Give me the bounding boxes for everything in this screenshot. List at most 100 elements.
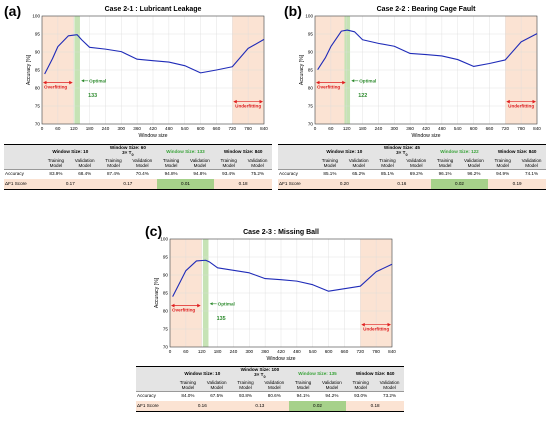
window-size-label: Window Size: 133 — [166, 148, 205, 154]
arrow-head-left — [43, 80, 47, 85]
model-column-label: Training Model — [488, 158, 518, 170]
accuracy-cell: 96.1% — [438, 171, 452, 177]
x-axis-label: Window size — [411, 133, 440, 139]
accuracy-cell: 93.8% — [238, 393, 253, 399]
y-tick-label: 70 — [308, 122, 314, 127]
accuracy-cell: 70.4% — [135, 171, 149, 177]
x-tick-label: 300 — [390, 126, 398, 131]
accuracy-row-label: Accuracy — [137, 393, 156, 399]
y-tick-label: 100 — [305, 14, 313, 19]
optimal-value: 122 — [358, 93, 367, 99]
accuracy-cell: 87.4% — [106, 171, 121, 177]
accuracy-cell: 67.5% — [210, 393, 224, 399]
f1-score-cell: 0.18 — [346, 400, 404, 412]
x-tick-label: 60 — [55, 126, 61, 131]
y-tick-label: 90 — [163, 273, 169, 278]
y-tick-label: 80 — [308, 86, 314, 91]
y-tick-label: 90 — [35, 50, 41, 55]
y-tick-label: 85 — [308, 68, 314, 73]
optimal-label: Optimal — [218, 301, 235, 306]
x-tick-label: 240 — [375, 126, 383, 131]
window-size-header: Window Size: 133 — [156, 144, 215, 158]
x-tick-label: 660 — [213, 126, 221, 131]
f1-score-row-label: ΔF1 Score — [136, 400, 174, 412]
window-size-label: Window Size: 45 — [383, 145, 420, 151]
x-tick-label: 540 — [309, 349, 317, 354]
x-axis-label: Window size — [266, 356, 295, 362]
f1-score-cell: 0.17 — [41, 178, 100, 190]
accuracy-cell: 73.2% — [383, 393, 397, 399]
subheader-row: Training Model Validation Model Training M… — [278, 158, 546, 170]
model-column-label: Training Model — [430, 158, 460, 170]
arrow-head-right — [387, 322, 391, 327]
y-tick-label: 95 — [163, 255, 169, 260]
optimal-label: Optimal — [359, 78, 376, 83]
optimal-label: Optimal — [89, 78, 106, 83]
model-column-label: Training Model — [373, 158, 402, 170]
arrow-head-right — [342, 80, 346, 85]
window-size-label: Window Size: 60 — [109, 145, 146, 151]
f1-score-cell: 0.16 — [173, 400, 232, 412]
accuracy-cell: 94.8% — [193, 171, 207, 177]
model-column-label: Validation Model — [185, 158, 215, 170]
window-size-label: Window Size: 840 — [223, 148, 263, 154]
header-blank-cell — [278, 144, 316, 158]
chart-a: Case 2-1 : Lubricant Leakage 0 60 120 180 240… — [26, 6, 268, 139]
panel-letter-a: (a) — [4, 3, 22, 19]
accuracy-cell: 93.0% — [354, 393, 368, 399]
window-size-label: Window Size: 100 — [240, 367, 280, 373]
arrow-head-left — [233, 99, 237, 104]
period-subscript: 0 — [405, 153, 408, 158]
model-column-label: Validation Model — [259, 380, 289, 392]
window-size-header: Window Size: 100 3× T0 — [231, 366, 289, 380]
model-column-label: Training Model — [288, 380, 318, 392]
window-size-label: Window Size: 135 — [298, 370, 337, 376]
model-column-label: Training Model — [156, 158, 186, 170]
y-tick-label: 70 — [35, 122, 41, 127]
model-column-label: Training Model — [231, 380, 260, 392]
model-column-label: Validation Model — [317, 380, 347, 392]
model-column-label: Validation Model — [70, 158, 100, 170]
chart-c: Case 2-3 : Missing Ball 0 60 120 180 240 300 36… — [154, 229, 396, 362]
subheader-blank-cell — [136, 380, 174, 392]
period-subscript: 0 — [263, 375, 266, 380]
y-tick-label: 80 — [163, 309, 169, 314]
x-tick-label: 420 — [422, 126, 430, 131]
accuracy-line — [44, 34, 265, 75]
period-multiple-label: 3× T — [396, 150, 406, 156]
f1-score-cell: 0.16 — [373, 178, 431, 190]
period-multiple-label: 3× T — [254, 372, 264, 378]
x-tick-label: 780 — [517, 126, 525, 131]
accuracy-row-label: Accuracy — [5, 171, 24, 177]
x-tick-label: 480 — [293, 349, 301, 354]
accuracy-cell: 74.1% — [525, 171, 539, 177]
underfitting-label: Underfitting — [235, 104, 261, 109]
panel-letter-b: (b) — [284, 3, 302, 19]
accuracy-cell: 94.1% — [296, 393, 310, 399]
plot-frame — [169, 238, 393, 348]
header-row: Window Size: 10 Window Size: 100 3× T0 Wind… — [136, 366, 404, 380]
x-tick-label: 420 — [277, 349, 285, 354]
header-row: Window Size: 10 Window Size: 45 3× T0 Windo… — [278, 144, 546, 158]
x-tick-label: 780 — [372, 349, 380, 354]
window-size-header: Window Size: 840 — [346, 366, 404, 380]
x-tick-label: 240 — [230, 349, 238, 354]
subheader-row: Training Model Validation Model Training M… — [4, 158, 272, 170]
x-tick-label: 300 — [117, 126, 125, 131]
f1-score-row: ΔF1 Score 0.20 0.16 0.02 0.19 — [278, 178, 546, 190]
x-tick-label: 0 — [41, 126, 44, 131]
model-column-label: Validation Model — [127, 158, 157, 170]
chart-title: Case 2-3 : Missing Ball — [243, 229, 319, 236]
window-size-header: Window Size: 135 — [288, 366, 347, 380]
x-tick-label: 600 — [470, 126, 478, 131]
y-tick-label: 95 — [308, 32, 314, 37]
accuracy-cell: 93.4% — [222, 171, 236, 177]
y-axis-label: Accuracy [%] — [154, 277, 160, 308]
window-size-header: Window Size: 10 — [41, 144, 100, 158]
accuracy-cell: 94.2% — [325, 393, 339, 399]
results-table-c: Window Size: 10 Window Size: 100 3× T0 Wind… — [136, 366, 404, 412]
accuracy-cell: 84.0% — [181, 393, 195, 399]
chart-b: Case 2-2 : Bearing Cage Fault 0 60 120 180 24… — [299, 6, 541, 139]
x-tick-label: 0 — [314, 126, 317, 131]
y-tick-label: 75 — [308, 104, 314, 109]
